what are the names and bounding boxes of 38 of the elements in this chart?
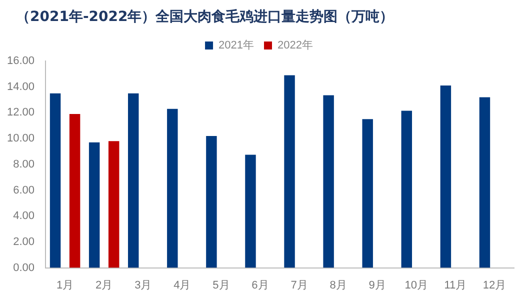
bar <box>167 108 178 268</box>
bar <box>206 136 217 268</box>
y-tick-label: 6.00 <box>13 184 35 196</box>
x-tick-label: 9月 <box>368 279 386 292</box>
bar <box>128 93 139 268</box>
bar <box>108 141 120 268</box>
bar <box>88 142 100 268</box>
y-tick-label: 2.00 <box>13 236 35 248</box>
bar <box>479 97 490 268</box>
y-tick-label: 4.00 <box>13 210 35 222</box>
bar <box>284 75 295 268</box>
bar <box>440 86 452 268</box>
y-tick-label: 14.00 <box>6 80 35 93</box>
bar <box>323 95 334 268</box>
y-tick-label: 12.00 <box>6 106 35 119</box>
bar <box>69 114 80 268</box>
x-tick-label: 2月 <box>96 279 113 292</box>
bar <box>401 110 412 268</box>
x-tick-label: 4月 <box>174 279 191 292</box>
x-tick-label: 1月 <box>56 279 74 292</box>
y-tick-label: 0.00 <box>13 262 35 274</box>
bar <box>245 154 256 268</box>
x-tick-label: 8月 <box>330 279 347 292</box>
bar <box>50 93 61 268</box>
x-tick-label: 6月 <box>252 279 269 292</box>
y-tick-label: 10.00 <box>6 132 35 145</box>
x-tick-label: 12月 <box>482 279 506 292</box>
legend-label: 2022年 <box>278 40 313 52</box>
y-tick-label: 8.00 <box>13 158 35 170</box>
bar <box>362 119 373 268</box>
x-tick-label: 11月 <box>444 279 467 292</box>
x-tick-label: 3月 <box>134 279 152 292</box>
x-tick-label: 5月 <box>212 279 230 292</box>
chart-title: （2021年-2022年）全国大肉食毛鸡进口量走势图（万吨） <box>16 8 394 26</box>
x-tick-label: 7月 <box>290 279 308 292</box>
x-tick-label: 10月 <box>404 279 428 292</box>
legend-label: 2021年 <box>218 40 254 52</box>
y-tick-label: 16.00 <box>6 55 35 68</box>
